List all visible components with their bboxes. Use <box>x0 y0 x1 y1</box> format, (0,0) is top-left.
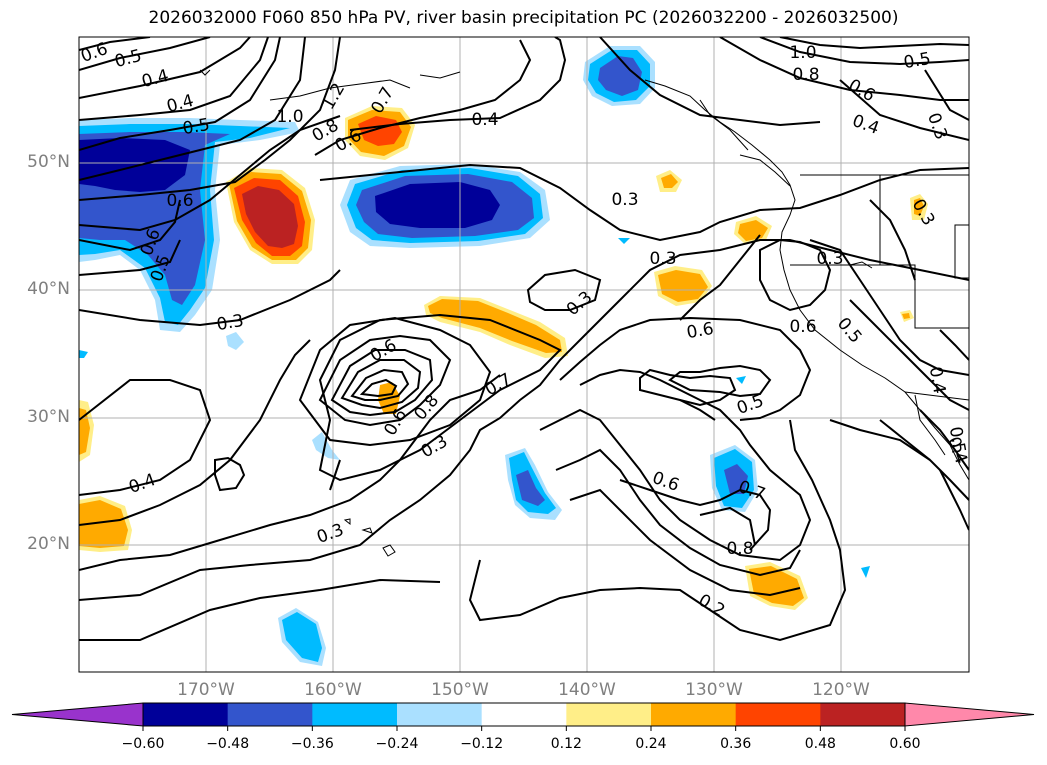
contour-label: 0.6 <box>166 191 193 211</box>
lon-label-160w: 160°W <box>304 680 362 700</box>
colorbar-segment <box>397 703 483 726</box>
lon-label-170w: 170°W <box>177 680 235 700</box>
contour-label: 0.5 <box>945 425 969 455</box>
graticule <box>79 37 969 672</box>
colorbar-segment <box>820 703 906 726</box>
lon-label-120w: 120°W <box>812 680 870 700</box>
colorbar-segment <box>735 703 821 726</box>
colorbar-tick-label: −0.36 <box>290 736 334 752</box>
pv-contours <box>79 37 969 642</box>
colorbar-tick-label: −0.24 <box>375 736 419 752</box>
contour-label: 0.8 <box>726 539 753 559</box>
contour-label: 0.3 <box>611 190 638 210</box>
colorbar-tick-label: −0.12 <box>460 736 504 752</box>
lat-label-40n: 40°N <box>27 279 70 299</box>
contour-label: 0.3 <box>816 249 843 269</box>
contour-label: 0.4 <box>925 365 949 395</box>
colorbar-tick-label: 0.48 <box>804 736 836 752</box>
colorbar <box>11 702 1035 731</box>
coastlines <box>199 69 969 557</box>
map-title: 2026032000 F060 850 hPa PV, river basin … <box>148 8 899 28</box>
colorbar-segment <box>481 703 567 726</box>
colorbar-segment <box>143 703 229 726</box>
contour-label: 0.3 <box>215 311 245 335</box>
contour-label: 0.5 <box>181 115 211 139</box>
shaded-anomalies <box>79 46 928 666</box>
contour-label: 0.8 <box>792 65 819 85</box>
contour-label: 0.5 <box>902 49 932 73</box>
lon-label-150w: 150°W <box>431 680 489 700</box>
colorbar-segment <box>651 703 737 726</box>
colorbar-tick-label: 0.60 <box>889 736 921 752</box>
contour-label: 0.6 <box>789 317 816 337</box>
lat-label-20n: 20°N <box>27 534 70 554</box>
colorbar-segment <box>566 703 652 726</box>
contour-label: 1.0 <box>276 107 303 127</box>
colorbar-tick-label: −0.60 <box>121 736 165 752</box>
lon-label-140w: 140°W <box>558 680 616 700</box>
colorbar-tick-label: 0.36 <box>720 736 752 752</box>
map-area: 0.6 0.50.40.40.5 1.01.20.80.60.70.41.00.80… <box>79 37 969 672</box>
colorbar-extend-low <box>11 702 144 727</box>
contour-label: 0.6 <box>685 319 715 343</box>
contour-label: 0.4 <box>471 110 498 130</box>
contour-label: 0.3 <box>649 249 676 269</box>
colorbar-tick-label: 0.12 <box>550 736 582 752</box>
colorbar-extend-high <box>904 702 1035 727</box>
colorbar-tick-label: −0.48 <box>206 736 250 752</box>
colorbar-segment <box>312 703 398 726</box>
contour-label: 1.0 <box>789 43 816 63</box>
map-frame <box>78 36 970 673</box>
colorbar-tick-label: 0.24 <box>635 736 667 752</box>
colorbar-segment <box>227 703 313 726</box>
lat-label-30n: 30°N <box>27 407 70 427</box>
lat-label-50n: 50°N <box>27 152 70 172</box>
lon-label-130w: 130°W <box>685 680 743 700</box>
